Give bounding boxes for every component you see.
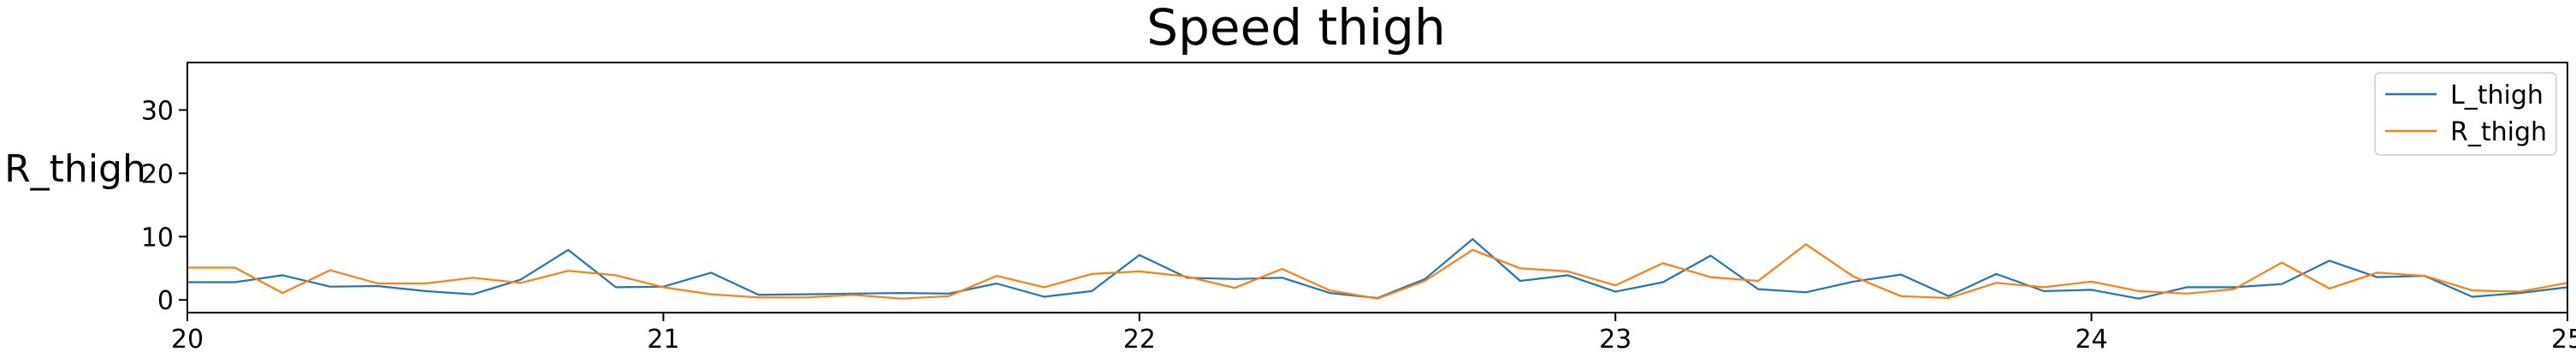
y-tick-label: 10 xyxy=(141,223,174,253)
y-axis: 0 10 20 30 xyxy=(141,96,187,316)
y-tick-label: 20 xyxy=(141,159,174,189)
x-tick-label: 23 xyxy=(1599,325,1631,352)
y-axis-label: R_thigh xyxy=(4,147,146,191)
series-line-l-thigh xyxy=(187,238,2568,300)
legend: L_thigh R_thigh xyxy=(2374,72,2557,156)
plot-frame xyxy=(187,62,2568,313)
y-tick-label: 0 xyxy=(157,286,174,316)
legend-label-l-thigh: L_thigh xyxy=(2450,81,2543,110)
y-tick-label: 30 xyxy=(141,96,174,126)
x-tick-label: 20 xyxy=(171,325,204,352)
x-tick-label: 24 xyxy=(2076,325,2108,352)
legend-label-r-thigh: R_thigh xyxy=(2450,117,2547,147)
x-axis: 20 21 22 23 24 25 xyxy=(171,313,2576,352)
plot-series xyxy=(187,238,2568,300)
x-tick-label: 21 xyxy=(647,325,679,352)
chart-title: Speed thigh xyxy=(1146,0,1445,57)
x-tick-label: 22 xyxy=(1123,325,1156,352)
series-line-r-thigh xyxy=(187,243,2568,300)
x-tick-label: 25 xyxy=(2551,325,2576,352)
